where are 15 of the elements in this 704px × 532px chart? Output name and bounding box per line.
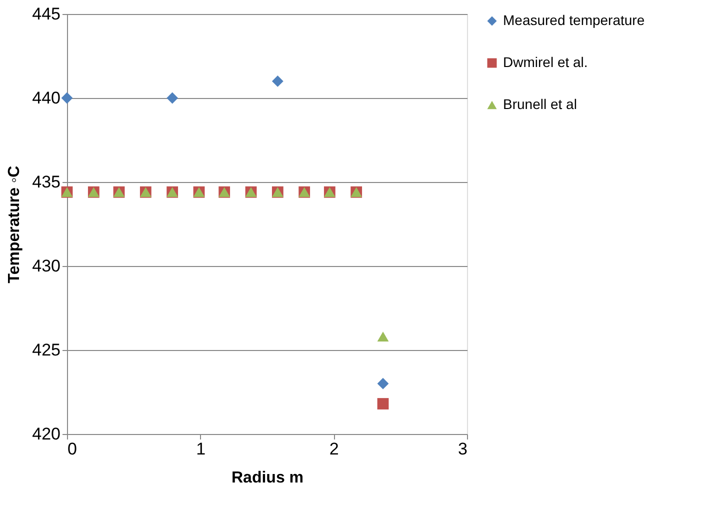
y-tick-label: 430	[32, 256, 60, 276]
x-tick-label: 0	[68, 440, 77, 458]
legend-label: Brunell et al	[503, 96, 577, 112]
y-tick-label: 435	[32, 172, 60, 192]
legend-label: Dwmirel et al.	[503, 54, 588, 70]
y-tick-label: 445	[32, 4, 60, 24]
x-tick-label: 1	[196, 440, 206, 458]
y-tick-label: 420	[32, 424, 60, 444]
y-tick-label: 425	[32, 340, 60, 360]
legend-label: Measured temperature	[503, 12, 645, 28]
x-tick-label: 3	[458, 440, 468, 458]
x-tick-label: 2	[329, 440, 339, 458]
y-axis-title: Temperature ◦C	[6, 165, 24, 284]
y-tick-label: 440	[32, 88, 60, 108]
x-axis-title: Radius m	[231, 470, 304, 486]
